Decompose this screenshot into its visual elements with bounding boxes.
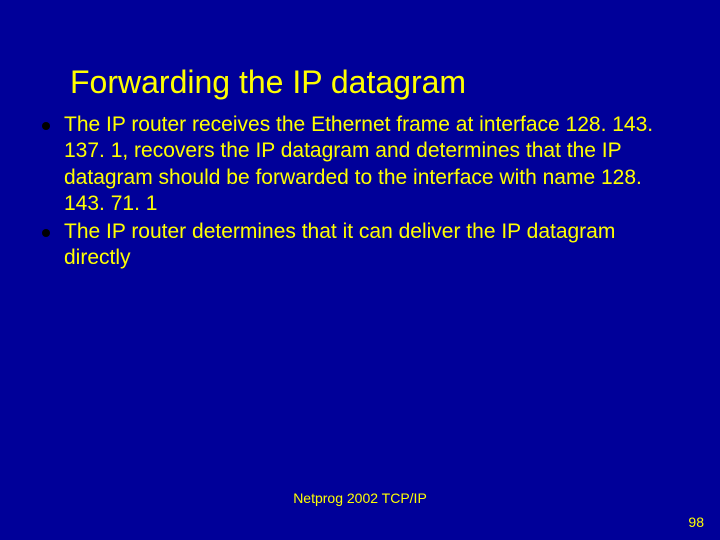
- list-item: The IP router determines that it can del…: [42, 219, 680, 272]
- slide-footer: Netprog 2002 TCP/IP: [0, 490, 720, 506]
- bullet-icon: [42, 122, 50, 130]
- page-number: 98: [688, 514, 704, 530]
- slide: Forwarding the IP datagram The IP router…: [0, 0, 720, 540]
- slide-body: The IP router receives the Ethernet fram…: [42, 112, 680, 274]
- slide-title: Forwarding the IP datagram: [70, 64, 466, 101]
- list-item: The IP router receives the Ethernet fram…: [42, 112, 680, 217]
- bullet-text: The IP router determines that it can del…: [64, 219, 680, 272]
- bullet-icon: [42, 229, 50, 237]
- bullet-text: The IP router receives the Ethernet fram…: [64, 112, 680, 217]
